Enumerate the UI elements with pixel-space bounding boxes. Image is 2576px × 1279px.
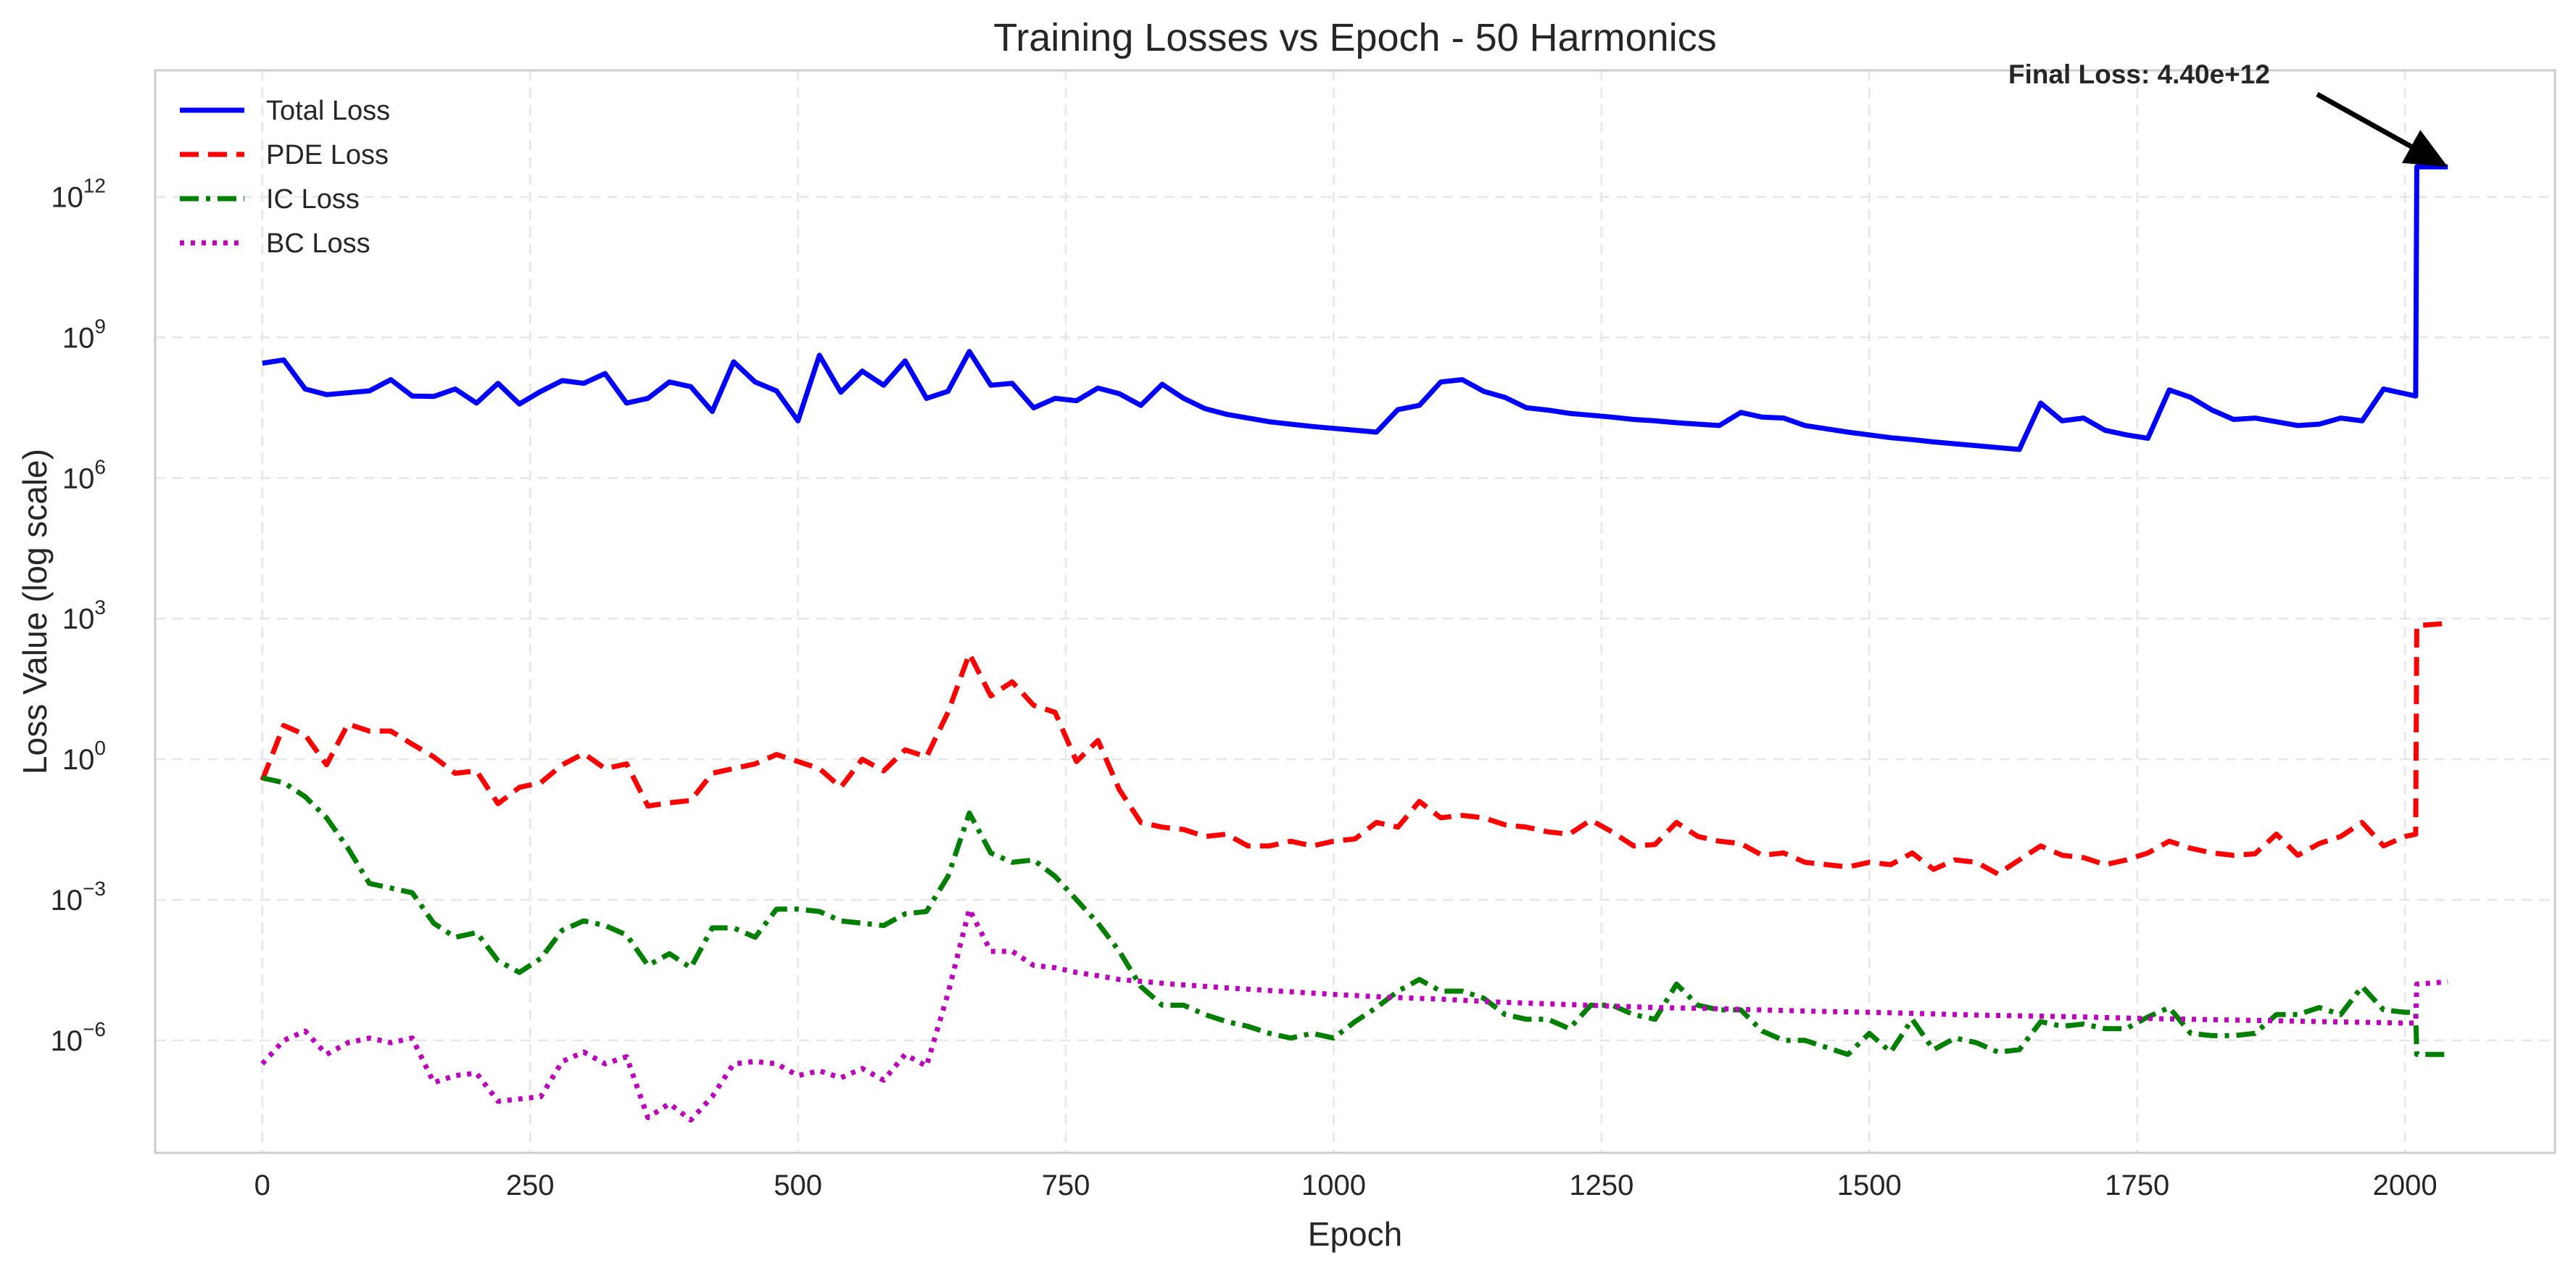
chart-title: Training Losses vs Epoch - 50 Harmonics — [993, 16, 1716, 59]
series-group — [260, 164, 2448, 1123]
x-tick-label: 1500 — [1837, 1170, 1902, 1201]
legend: Total Loss PDE Loss IC Loss BC Loss — [180, 96, 390, 259]
y-tick-base: 10 — [51, 182, 83, 214]
y-tick-exponent: 9 — [94, 315, 106, 337]
grid — [155, 70, 2555, 1153]
x-tick-label: 1750 — [2105, 1170, 2169, 1201]
series-line-total-loss — [262, 164, 2448, 452]
x-axis-ticks: 0 250 500 750 1000 1250 1500 1750 2000 — [254, 1170, 2438, 1201]
y-tick-label: 109 — [62, 315, 106, 354]
x-tick-label: 1000 — [1301, 1170, 1366, 1201]
x-tick-label: 250 — [506, 1170, 555, 1201]
y-tick-exponent: 12 — [83, 175, 106, 197]
annotation-arrow-line — [2316, 91, 2413, 149]
x-tick-label: 750 — [1042, 1170, 1090, 1201]
y-tick-label: 10−6 — [51, 1018, 106, 1057]
y-tick-label: 100 — [62, 737, 106, 776]
y-tick-exponent: 0 — [94, 737, 106, 759]
y-tick-base: 10 — [62, 744, 95, 776]
x-tick-label: 500 — [774, 1170, 822, 1201]
x-tick-label: 1250 — [1569, 1170, 1633, 1201]
y-tick-label: 103 — [62, 596, 106, 635]
legend-label: BC Loss — [266, 228, 370, 259]
y-tick-base: 10 — [62, 463, 95, 494]
x-tick-label: 2000 — [2373, 1170, 2438, 1201]
annotation-arrow-head — [2401, 130, 2448, 167]
y-tick-exponent: 6 — [94, 455, 106, 478]
plot-frame — [154, 69, 2556, 1154]
y-tick-label: 10−3 — [51, 877, 106, 916]
annotation: Final Loss: 4.40e+12 — [2008, 59, 2448, 167]
y-tick-exponent: −3 — [83, 877, 106, 900]
y-tick-base: 10 — [62, 322, 95, 354]
series-line-bc-loss — [260, 906, 2448, 1123]
y-axis-label: Loss Value (log scale) — [16, 449, 54, 774]
x-tick-label: 0 — [254, 1170, 270, 1201]
annotation-text: Final Loss: 4.40e+12 — [2008, 59, 2270, 89]
y-tick-label: 106 — [62, 455, 106, 494]
series-line-ic-loss — [262, 775, 2448, 1057]
y-tick-exponent: −6 — [83, 1018, 106, 1040]
y-tick-base: 10 — [51, 1025, 83, 1057]
y-tick-base: 10 — [62, 603, 95, 635]
y-tick-base: 10 — [51, 885, 83, 916]
y-tick-exponent: 3 — [94, 596, 106, 618]
y-tick-label: 1012 — [51, 175, 106, 214]
legend-label: PDE Loss — [266, 140, 389, 170]
legend-label: Total Loss — [266, 96, 390, 126]
x-axis-label: Epoch — [1308, 1215, 1402, 1253]
legend-label: IC Loss — [266, 184, 360, 215]
